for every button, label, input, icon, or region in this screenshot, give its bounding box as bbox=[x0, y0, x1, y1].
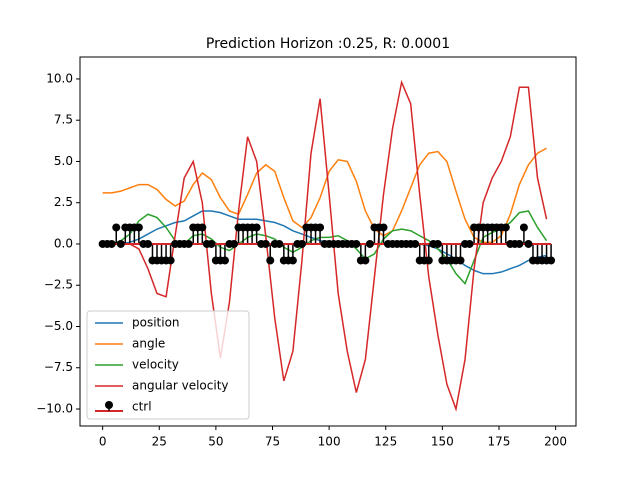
stem-marker bbox=[134, 223, 143, 232]
stem-marker bbox=[515, 239, 524, 248]
y-tick-label: 2.5 bbox=[54, 195, 73, 209]
stem-marker bbox=[261, 239, 270, 248]
y-tick-label: 7.5 bbox=[54, 113, 73, 127]
x-tick-label: 100 bbox=[318, 435, 341, 449]
y-tick-label: −5.0 bbox=[44, 319, 73, 333]
stem-marker bbox=[266, 256, 275, 265]
plot-frame bbox=[79, 56, 577, 427]
y-tick-label: −7.5 bbox=[44, 360, 73, 374]
stem-marker bbox=[166, 256, 175, 265]
legend-label: velocity bbox=[132, 358, 179, 372]
stem-marker bbox=[456, 256, 465, 265]
stem-marker bbox=[424, 256, 433, 265]
y-tick-label: −10.0 bbox=[36, 402, 73, 416]
x-tick-label: 75 bbox=[265, 435, 280, 449]
x-tick-label: 25 bbox=[152, 435, 167, 449]
y-tick-label: −2.5 bbox=[44, 278, 73, 292]
y-tick-label: 10.0 bbox=[46, 71, 73, 85]
stem-marker bbox=[220, 256, 229, 265]
legend-box bbox=[86, 310, 250, 420]
stem-marker bbox=[433, 239, 442, 248]
stem-marker bbox=[352, 239, 361, 248]
legend-label: angle bbox=[132, 337, 165, 351]
stem-marker bbox=[230, 239, 239, 248]
x-tick-label: 175 bbox=[488, 435, 511, 449]
legend-swatch bbox=[105, 401, 113, 409]
stem-marker bbox=[198, 223, 207, 232]
x-tick-label: 200 bbox=[544, 435, 567, 449]
x-tick-label: 0 bbox=[99, 435, 107, 449]
stem-marker bbox=[524, 239, 533, 248]
series-line bbox=[102, 79, 548, 412]
stem-marker bbox=[107, 239, 116, 248]
stem-marker bbox=[184, 239, 193, 248]
x-tick-label: 50 bbox=[208, 435, 223, 449]
stem-marker bbox=[207, 239, 216, 248]
stem-marker bbox=[361, 256, 370, 265]
stem-marker bbox=[112, 223, 121, 232]
stem-marker bbox=[379, 223, 388, 232]
y-tick-label: 5.0 bbox=[54, 154, 73, 168]
stem-marker bbox=[275, 239, 284, 248]
stem-marker bbox=[297, 239, 306, 248]
stem-marker bbox=[288, 256, 297, 265]
stem-marker bbox=[411, 239, 420, 248]
x-tick-label: 150 bbox=[431, 435, 454, 449]
legend-label: position bbox=[132, 316, 180, 330]
legend-label: ctrl bbox=[132, 400, 152, 414]
stem-marker bbox=[547, 256, 556, 265]
stem-marker bbox=[116, 239, 125, 248]
stem-series bbox=[98, 223, 556, 265]
stem-marker bbox=[143, 239, 152, 248]
stem-marker bbox=[465, 239, 474, 248]
x-tick-label: 125 bbox=[374, 435, 397, 449]
stem-marker bbox=[365, 239, 374, 248]
chart-title: Prediction Horizon :0.25, R: 0.0001 bbox=[206, 36, 450, 52]
stem-marker bbox=[519, 223, 528, 232]
legend-label: angular velocity bbox=[132, 379, 229, 393]
stem-marker bbox=[252, 223, 261, 232]
y-tick-label: 0.0 bbox=[54, 236, 73, 250]
stem-marker bbox=[316, 223, 325, 232]
series-line bbox=[102, 147, 547, 244]
stem-marker bbox=[501, 223, 510, 232]
